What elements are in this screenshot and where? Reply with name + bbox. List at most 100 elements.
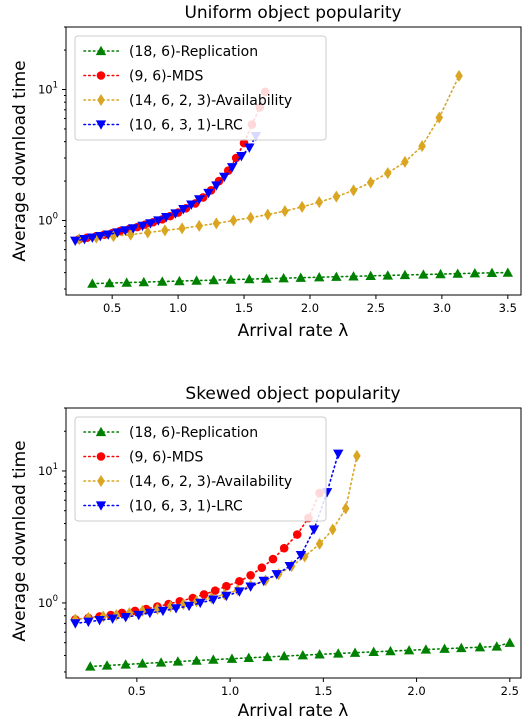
data-point — [85, 661, 96, 671]
x-axis: 0.5 1.0 1.5 2.0 2.5 3.0 3.5 — [103, 295, 517, 315]
data-point — [366, 176, 375, 189]
series-layer — [70, 449, 516, 671]
data-point — [245, 582, 256, 592]
x-tick-label: 3.5 — [499, 301, 517, 315]
data-point — [295, 272, 306, 282]
y-axis: 100 101 — [38, 26, 66, 290]
data-point — [297, 649, 309, 660]
legend-frame — [74, 416, 327, 522]
data-point — [456, 642, 467, 653]
data-point — [170, 604, 182, 614]
data-point — [191, 655, 202, 665]
legend-label: (14, 6, 2, 3)-Availability — [129, 93, 292, 109]
data-point — [157, 276, 168, 286]
data-point — [183, 601, 195, 612]
data-point — [94, 616, 105, 626]
data-point — [235, 576, 244, 586]
data-point — [314, 649, 325, 659]
data-point — [435, 111, 444, 124]
data-point — [104, 277, 115, 288]
x-tick-label: 2.5 — [367, 301, 385, 315]
legend-marker — [95, 45, 107, 56]
data-point — [178, 205, 189, 215]
y-axis-label: Average download time — [10, 60, 30, 261]
y-tick-label: 101 — [38, 462, 58, 478]
series-0 — [87, 267, 514, 288]
legend-marker — [96, 452, 106, 461]
data-point — [195, 598, 206, 609]
data-point — [222, 581, 231, 591]
legend-item: (14, 6, 2, 3)-Availability — [83, 474, 292, 490]
legend-item: (18, 6)-Replication — [83, 425, 258, 441]
data-point — [174, 275, 185, 286]
legend-item: (10, 6, 3, 1)-LRC — [83, 118, 243, 134]
data-point — [333, 648, 344, 658]
series-layer — [70, 69, 514, 288]
legend-item: (10, 6, 3, 1)-LRC — [83, 499, 243, 515]
data-point — [143, 226, 152, 239]
legend-label: (9, 6)-MDS — [129, 450, 204, 466]
data-point — [504, 637, 516, 647]
legend-label: (10, 6, 3, 1)-LRC — [129, 499, 243, 515]
data-point — [153, 216, 164, 226]
legend: (18, 6)-Replication (9, 6)-MDS (14, 6, 2, … — [74, 416, 327, 522]
data-point — [203, 188, 214, 199]
data-point — [83, 617, 94, 627]
data-point — [382, 270, 393, 280]
chart-skewed-popularity: Skewed object popularity 0.5 1.0 1.5 2.0 2.5… — [10, 384, 522, 721]
data-point — [262, 651, 273, 662]
legend-item: (9, 6)-MDS — [83, 69, 204, 85]
data-point — [79, 235, 90, 245]
data-point — [353, 449, 361, 462]
data-point — [212, 217, 221, 230]
data-point — [210, 586, 220, 595]
legend-frame — [74, 35, 327, 141]
data-point — [244, 273, 255, 284]
data-point — [271, 570, 282, 580]
data-point — [279, 543, 289, 553]
legend-marker — [97, 94, 105, 106]
x-tick-label: 2.0 — [407, 684, 425, 698]
x-axis-label: Arrival rate λ — [238, 321, 349, 341]
data-point — [137, 221, 148, 232]
series-2 — [75, 69, 463, 246]
data-point — [368, 646, 379, 657]
legend-marker — [97, 475, 105, 487]
data-point — [208, 654, 219, 664]
legend-label: (14, 6, 2, 3)-Availability — [129, 474, 292, 490]
data-point — [161, 224, 169, 237]
data-point — [365, 270, 376, 281]
data-point — [144, 608, 156, 619]
data-point — [469, 268, 481, 278]
data-point — [418, 269, 429, 279]
legend-marker — [95, 120, 107, 130]
series-line — [74, 492, 321, 621]
series-line — [74, 135, 257, 242]
y-tick-label: 100 — [38, 594, 58, 610]
data-point — [420, 644, 432, 654]
data-point — [178, 222, 186, 235]
data-point — [208, 595, 219, 605]
y-axis-label: Average download time — [10, 440, 30, 641]
data-point — [452, 268, 463, 278]
data-point — [401, 155, 409, 168]
chart-title: Skewed object popularity — [185, 384, 400, 404]
data-point — [341, 502, 350, 515]
data-point — [138, 276, 150, 287]
data-point — [491, 641, 502, 651]
data-point — [298, 200, 306, 213]
data-point — [195, 219, 204, 232]
data-point — [278, 272, 289, 283]
legend-marker — [95, 501, 107, 511]
series-3 — [70, 449, 344, 629]
data-point — [145, 219, 156, 229]
legend-item: (9, 6)-MDS — [83, 450, 204, 466]
legend-label: (18, 6)-Replication — [129, 425, 258, 441]
data-point — [103, 230, 114, 240]
data-point — [128, 224, 139, 234]
data-point — [87, 278, 98, 288]
data-point — [474, 642, 486, 652]
data-point — [121, 277, 132, 287]
data-point — [120, 659, 131, 669]
data-point — [70, 619, 81, 629]
